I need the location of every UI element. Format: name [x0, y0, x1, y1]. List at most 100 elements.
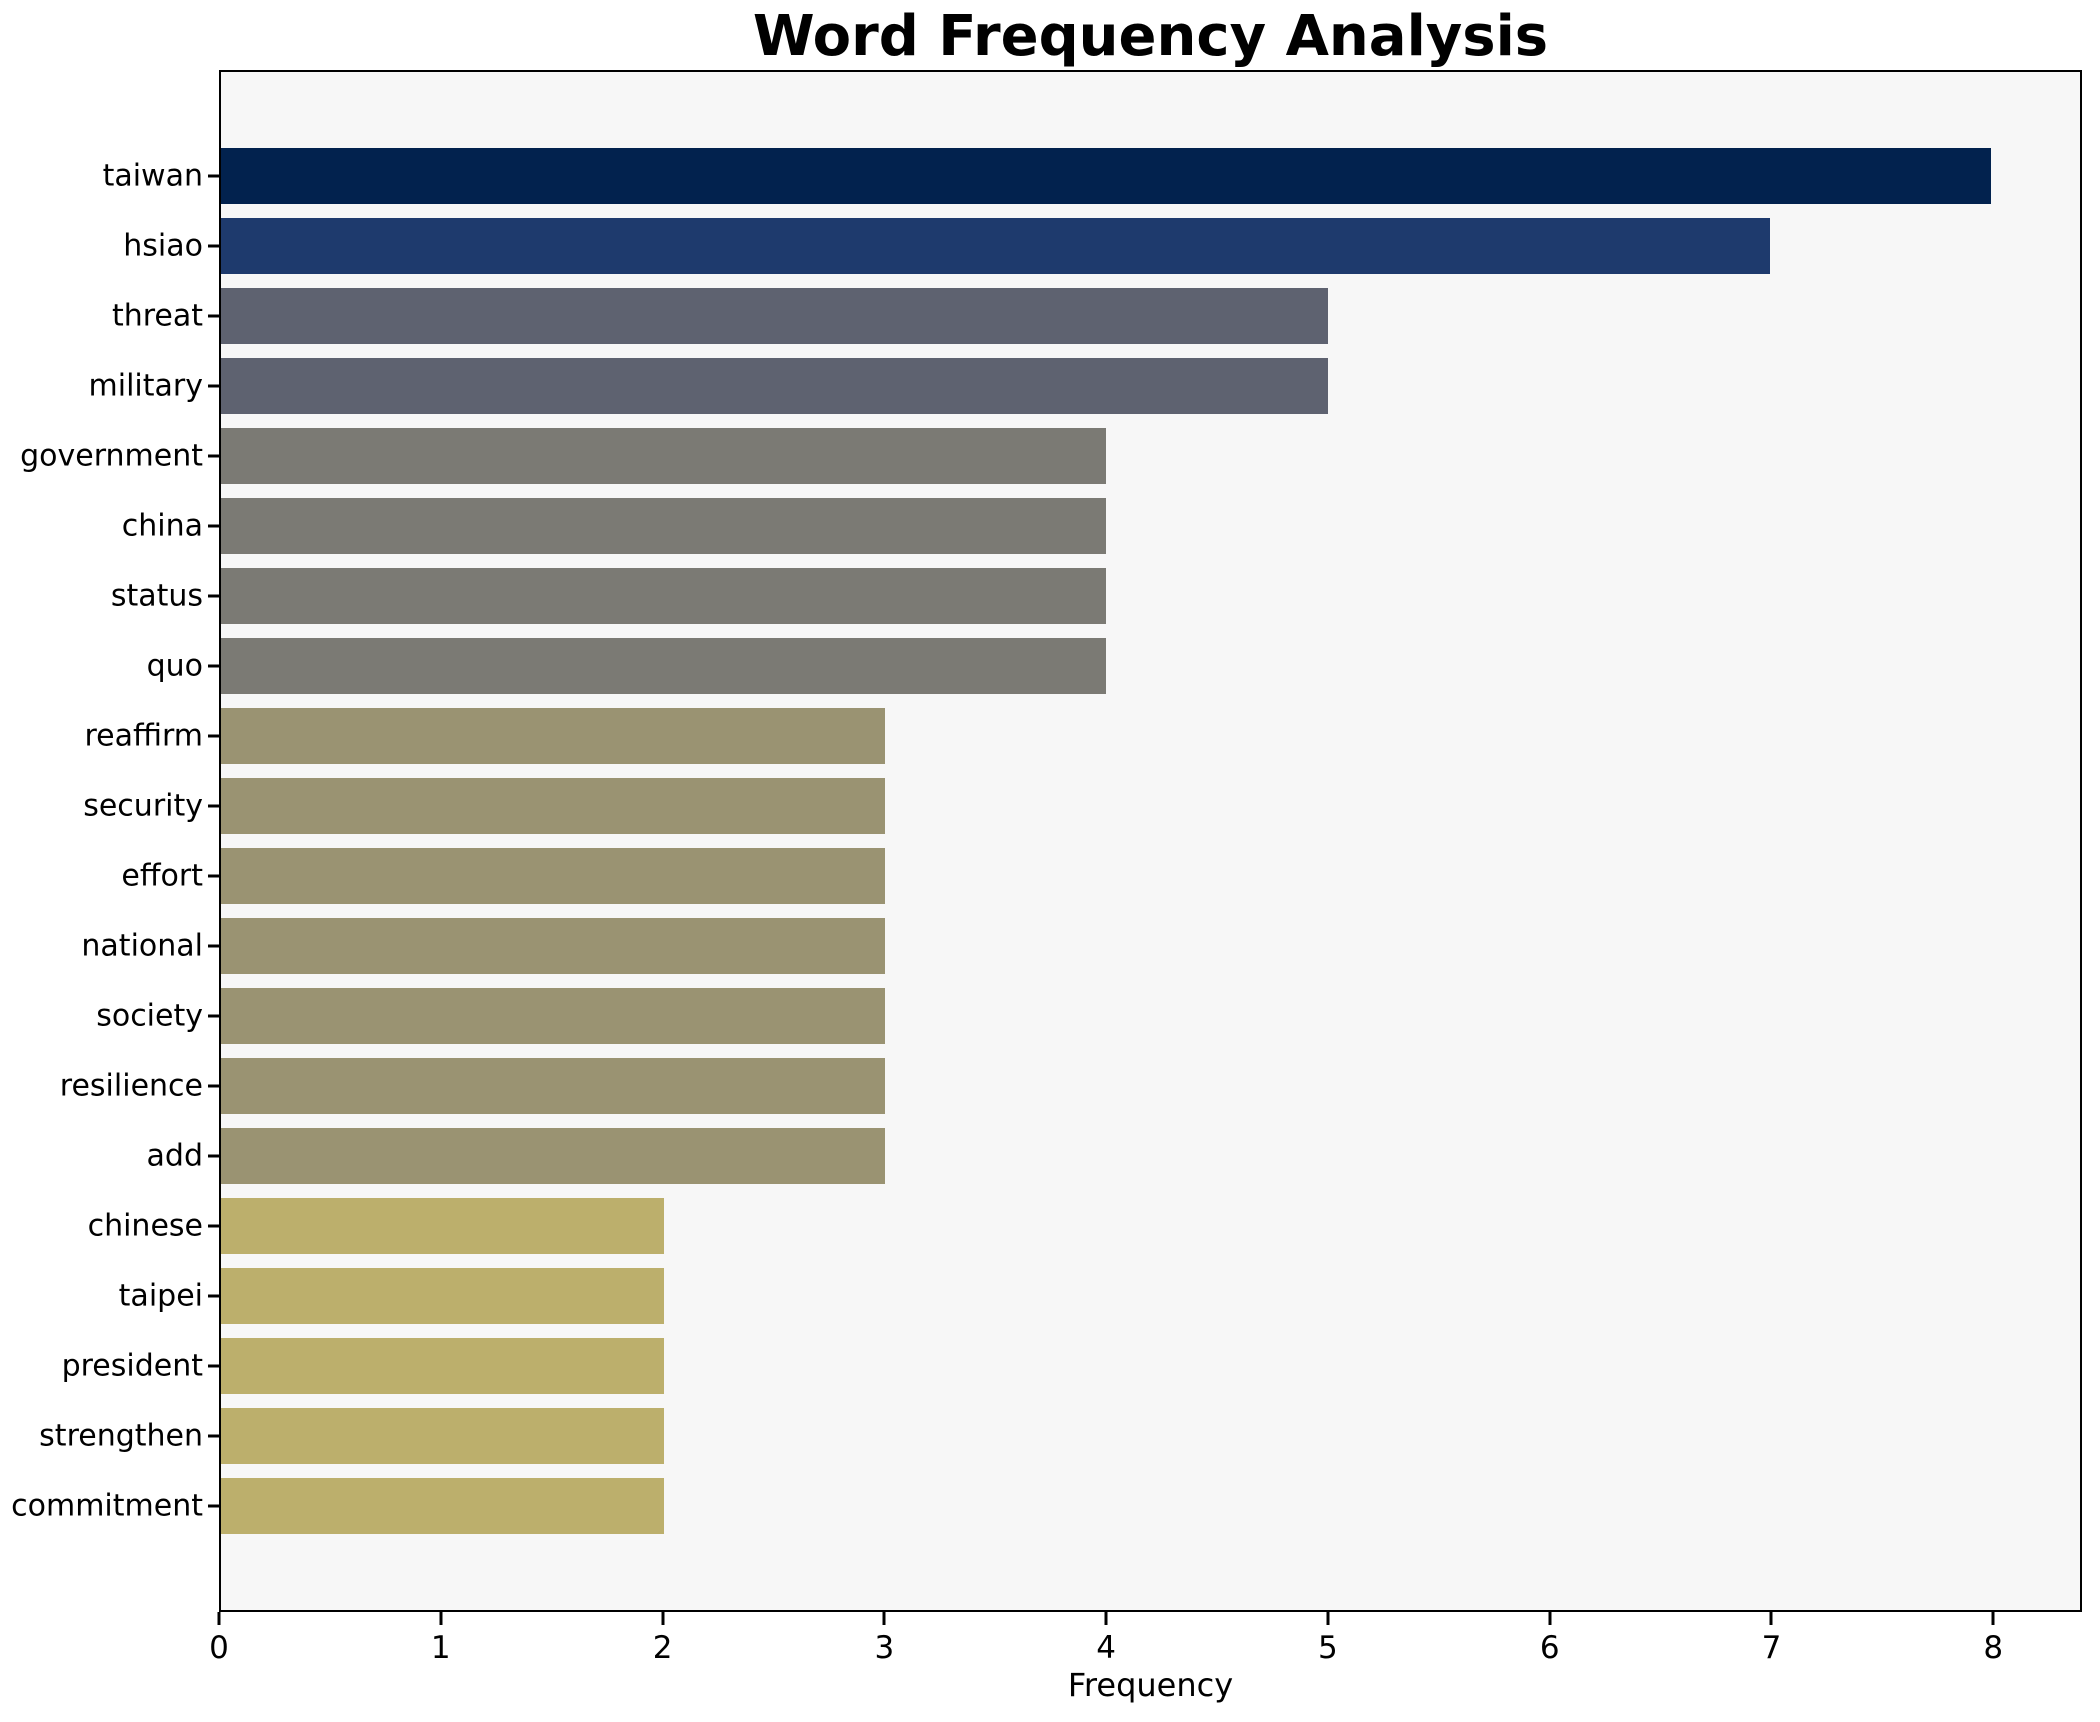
y-tick-label: commitment	[11, 1488, 203, 1524]
y-tick-label: security	[83, 788, 203, 824]
bar-row: national	[81, 911, 2080, 981]
x-axis-label: Frequency	[1067, 1666, 1234, 1704]
x-tick-label: 1	[430, 1630, 451, 1666]
y-tick-mark	[208, 1084, 219, 1088]
bar-row: society	[96, 981, 2080, 1051]
bar-quo	[221, 638, 1107, 694]
x-tick-mark	[882, 1612, 886, 1625]
y-tick-label: military	[88, 368, 203, 404]
bar-chinese	[221, 1198, 664, 1254]
y-tick-label: strengthen	[39, 1418, 203, 1454]
y-tick-label: taiwan	[102, 158, 203, 194]
y-tick-mark	[208, 1364, 219, 1368]
y-tick-label: national	[81, 928, 203, 964]
bar-strengthen	[221, 1408, 664, 1464]
x-axis: 0 1 2 3 4 5 6 7 8	[209, 1612, 2082, 1672]
bar-row: commitment	[11, 1471, 2080, 1541]
bar-taiwan	[221, 148, 1992, 204]
bar-resilience	[221, 1058, 885, 1114]
y-tick-mark	[208, 1504, 219, 1508]
x-tick-label: 7	[1761, 1630, 1782, 1666]
bar-security	[221, 778, 885, 834]
y-tick-label: resilience	[59, 1068, 203, 1104]
x-tick-mark	[661, 1612, 665, 1625]
bar-row: hsiao	[123, 211, 2080, 281]
x-tick-mark	[1769, 1612, 1773, 1625]
bar-row: government	[20, 421, 2080, 491]
bar-row: resilience	[60, 1051, 2080, 1121]
y-tick-label: reaffirm	[84, 718, 203, 754]
y-tick-mark	[208, 944, 219, 948]
bar-row: taiwan	[103, 141, 2080, 211]
x-tick-mark	[217, 1612, 221, 1625]
bar-row: taipei	[119, 1261, 2080, 1331]
bar-national	[221, 918, 885, 974]
y-tick-mark	[208, 1294, 219, 1298]
bar-row: military	[89, 351, 2080, 421]
y-tick-label: taipei	[118, 1278, 203, 1314]
bar-hsiao	[221, 218, 1771, 274]
bar-reaffirm	[221, 708, 885, 764]
y-tick-label: add	[146, 1138, 203, 1174]
x-tick-label: 3	[874, 1630, 895, 1666]
y-tick-mark	[208, 1434, 219, 1438]
x-tick-label: 8	[1983, 1630, 2004, 1666]
bar-threat	[221, 288, 1328, 344]
x-tick-mark	[1104, 1612, 1108, 1625]
y-tick-mark	[208, 1224, 219, 1228]
y-tick-label: chinese	[87, 1208, 203, 1244]
y-tick-mark	[208, 804, 219, 808]
x-tick-label: 6	[1539, 1630, 1560, 1666]
y-tick-label: effort	[121, 858, 203, 894]
y-tick-label: society	[96, 998, 203, 1034]
bar-status	[221, 568, 1107, 624]
x-tick-mark	[439, 1612, 443, 1625]
bar-row: add	[147, 1121, 2080, 1191]
x-tick-label: 4	[1096, 1630, 1117, 1666]
x-tick-label: 2	[652, 1630, 673, 1666]
y-tick-mark	[208, 524, 219, 528]
y-tick-label: hsiao	[123, 228, 203, 264]
bar-military	[221, 358, 1328, 414]
x-tick-mark	[1326, 1612, 1330, 1625]
bar-row: security	[83, 771, 2080, 841]
y-tick-mark	[208, 454, 219, 458]
bar-row: president	[62, 1331, 2080, 1401]
bar-government	[221, 428, 1107, 484]
y-tick-label: china	[121, 508, 203, 544]
y-tick-mark	[208, 174, 219, 178]
y-tick-label: government	[20, 438, 203, 474]
plot-area: taiwan hsiao threat military government china…	[11, 70, 2082, 1612]
bar-row: effort	[121, 841, 2080, 911]
chart-title: Word Frequency Analysis	[752, 4, 1549, 69]
x-tick-mark	[1548, 1612, 1552, 1625]
bar-row: china	[122, 491, 2080, 561]
y-tick-mark	[208, 664, 219, 668]
bar-commitment	[221, 1478, 664, 1534]
bar-china	[221, 498, 1107, 554]
y-tick-mark	[208, 734, 219, 738]
bar-taipei	[221, 1268, 664, 1324]
bar-society	[221, 988, 885, 1044]
bar-row: reaffirm	[84, 701, 2080, 771]
bar-effort	[221, 848, 885, 904]
bar-row: quo	[147, 631, 2080, 701]
bars-container: taiwan hsiao threat military government china…	[11, 72, 2080, 1610]
y-tick-mark	[208, 874, 219, 878]
y-tick-mark	[208, 1154, 219, 1158]
y-tick-mark	[208, 1014, 219, 1018]
bar-row: threat	[112, 281, 2080, 351]
x-tick-label: 5	[1318, 1630, 1338, 1666]
y-tick-label: quo	[146, 648, 203, 684]
bar-add	[221, 1128, 885, 1184]
bar-row: chinese	[88, 1191, 2080, 1261]
y-tick-mark	[208, 244, 219, 248]
y-tick-label: status	[110, 578, 203, 614]
bar-president	[221, 1338, 664, 1394]
x-tick-label: 0	[209, 1630, 229, 1666]
y-tick-label: threat	[111, 298, 203, 334]
y-tick-mark	[208, 594, 219, 598]
y-tick-mark	[208, 384, 219, 388]
x-tick-mark	[1991, 1612, 1995, 1625]
